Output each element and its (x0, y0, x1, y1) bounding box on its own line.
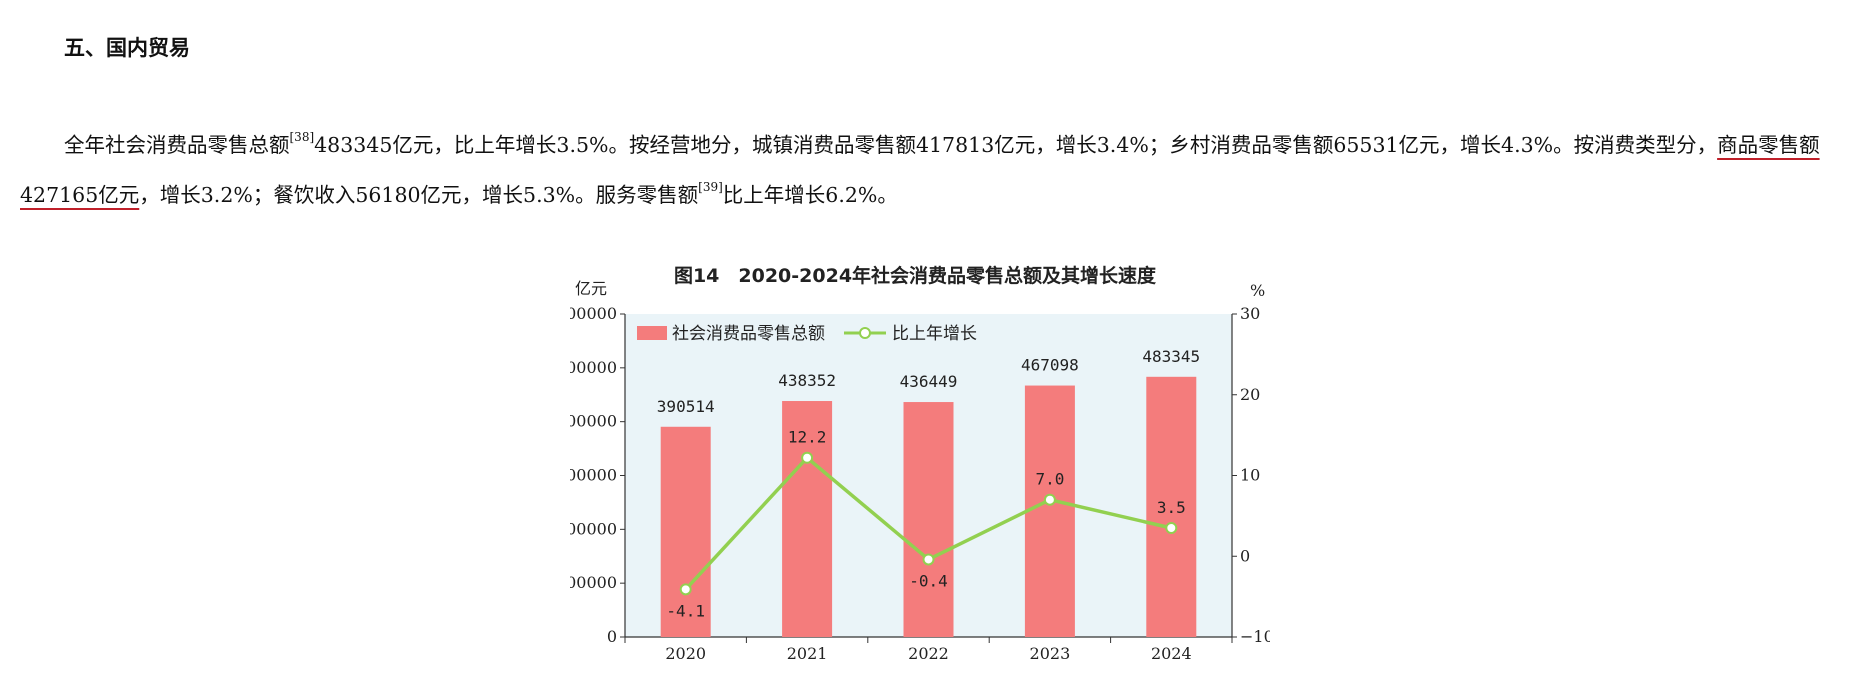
growth-point (1043, 493, 1056, 506)
growth-value-label: 3.5 (1157, 498, 1186, 517)
y-axis-left-unit: 亿元 (575, 279, 607, 298)
bar-value-label: 467098 (1021, 356, 1079, 375)
bar-value-label: 438352 (778, 371, 836, 390)
y-tick-label-left: 100000 (570, 573, 617, 592)
y-tick-label-right: 20 (1240, 385, 1260, 404)
footnote-ref-38[interactable]: [38] (289, 130, 315, 144)
x-tick-label: 2024 (1151, 644, 1192, 663)
bar (903, 402, 954, 637)
chart-title: 图14 2020-2024年社会消费品零售总额及其增长速度 (674, 264, 1157, 287)
bar (660, 426, 711, 637)
section-heading: 五、国内贸易 (64, 35, 190, 60)
x-tick-label: 2020 (665, 644, 706, 663)
growth-point (801, 451, 814, 464)
legend-label-bar: 社会消费品零售总额 (672, 324, 825, 344)
bar (1024, 385, 1075, 637)
y-tick-label-left: 300000 (570, 466, 617, 485)
y-tick-label-left: 600000 (570, 304, 617, 323)
legend-label-line: 比上年增长 (892, 324, 977, 344)
underlined-phrase: 商品零售额427165亿元 (20, 133, 1820, 207)
y-tick-label-left: 500000 (570, 358, 617, 377)
y-tick-label-left: 0 (607, 627, 617, 646)
bar (1146, 376, 1197, 637)
y-tick-label-right: −10 (1240, 627, 1270, 646)
growth-point (1165, 521, 1178, 534)
x-tick-label: 2023 (1030, 644, 1071, 663)
paragraph-text: 全年社会消费品零售总额[38]483345亿元，比上年增长3.5%。按经营地分，… (20, 120, 1824, 220)
y-tick-label-left: 200000 (570, 519, 617, 538)
bar-value-label: 483345 (1142, 347, 1200, 366)
bar-value-label: 390514 (657, 397, 715, 416)
growth-value-label: -4.1 (666, 601, 705, 620)
growth-point (922, 553, 935, 566)
growth-value-label: -0.4 (909, 571, 948, 590)
para-part-2: 483345亿元，比上年增长3.5%。按经营地分，城镇消费品零售额417813亿… (314, 133, 1718, 157)
y-axis-right-unit: % (1250, 281, 1265, 300)
growth-point (679, 583, 692, 596)
y-tick-label-right: 0 (1240, 546, 1250, 565)
y-tick-label-right: 30 (1240, 304, 1260, 323)
legend-swatch-marker (859, 327, 871, 339)
growth-value-label: 7.0 (1035, 470, 1064, 489)
para-part-3: ，增长3.2%；餐饮收入56180亿元，增长5.3%。服务零售额 (139, 183, 699, 207)
legend-swatch-bar (637, 326, 667, 340)
y-tick-label-left: 400000 (570, 412, 617, 431)
x-tick-label: 2021 (787, 644, 828, 663)
growth-value-label: 12.2 (788, 428, 827, 447)
footnote-ref-39[interactable]: [39] (698, 180, 723, 194)
bar-value-label: 436449 (900, 372, 958, 391)
bar (782, 401, 833, 637)
x-tick-label: 2022 (908, 644, 949, 663)
para-part-4: 比上年增长6.2%。 (722, 183, 898, 207)
y-tick-label-right: 10 (1240, 466, 1260, 485)
para-part-1: 全年社会消费品零售总额 (64, 133, 290, 157)
